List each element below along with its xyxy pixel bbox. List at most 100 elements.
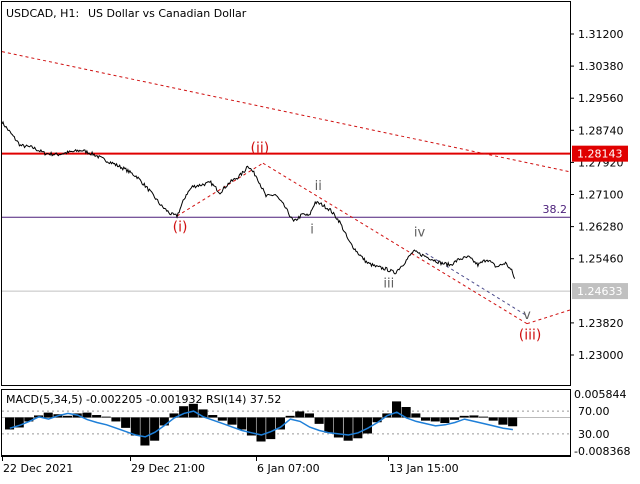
wave-label: v (523, 308, 531, 323)
level-labels: 1.28143 38.2 1.24633 (543, 145, 628, 300)
price-tick-label: 1.29560 (578, 92, 624, 105)
price-tick-label: 1.25460 (578, 253, 624, 266)
current-price-label-bg (572, 283, 628, 300)
resistance-label: 1.28143 (577, 148, 623, 161)
macd-bar (498, 417, 508, 425)
wave-label: i (310, 223, 314, 238)
macd-bar (159, 417, 169, 426)
macd-bar (121, 417, 131, 428)
macd-bar (246, 417, 256, 436)
macd-bar (169, 413, 179, 418)
price-tick-label: 1.28740 (578, 124, 624, 137)
macd-bar (285, 415, 295, 418)
macd-bar (266, 417, 276, 440)
symbol-description: US Dollar vs Canadian Dollar (88, 7, 247, 20)
macd-bar (130, 417, 140, 436)
macd-bar (256, 417, 266, 442)
macd-bar (217, 417, 227, 421)
current-price-label: 1.24633 (577, 285, 623, 298)
macd-bar (411, 413, 421, 418)
macd-bar (198, 409, 208, 418)
macd-bar (343, 417, 353, 441)
macd-bar (314, 417, 324, 424)
macd-bar (208, 415, 218, 418)
indicator-tick-label: 0.005844 (574, 388, 627, 401)
time-tick-label: 29 Dec 21:00 (131, 462, 205, 475)
macd-bar (63, 415, 73, 418)
wave-label: (i) (173, 220, 188, 236)
macd-bar (479, 416, 489, 418)
horizontal-levels (2, 152, 570, 292)
time-tick-label: 6 Jan 07:00 (257, 462, 320, 475)
macd-bar (179, 406, 189, 418)
macd-bar (469, 415, 479, 418)
macd-bar (14, 417, 24, 428)
macd-bar (111, 417, 121, 422)
main-plot-frame (1, 1, 571, 386)
price-axis: 1.312001.303801.295601.287401.279201.271… (570, 28, 624, 362)
macd-bar (140, 417, 150, 446)
indicator-title: MACD(5,34,5) -0.002205 -0.001932 RSI(14)… (6, 393, 281, 406)
wave-1-2-line[interactable] (176, 162, 264, 217)
macd-bar (5, 417, 15, 430)
macd-bar (333, 417, 343, 438)
macd-bar (401, 407, 411, 418)
macd-bar (237, 417, 247, 430)
macd-bar (101, 416, 111, 418)
macd-bar (372, 417, 382, 423)
macd-bar (227, 417, 237, 425)
macd-bar (275, 417, 285, 430)
macd-bar (459, 415, 469, 418)
price-tick-label: 1.31200 (578, 28, 624, 41)
price-series (1, 120, 516, 279)
macd-bar (82, 412, 92, 418)
macd-bar (440, 417, 450, 424)
macd-bar (353, 417, 363, 439)
macd-bar (508, 417, 518, 427)
price-line (1, 120, 516, 279)
macd-bar (430, 417, 440, 422)
resistance-label-bg (572, 145, 628, 162)
indicator-axis: 0.005844 70.00 30.00 -0.008368 (574, 388, 630, 458)
wave-3-projection-line[interactable] (526, 309, 571, 325)
price-tick-label: 1.26280 (578, 221, 624, 234)
indicator-plot-frame (1, 389, 571, 456)
long-trend-line[interactable] (1, 51, 571, 173)
macd-bar (43, 412, 53, 418)
time-tick-label: 22 Dec 2021 (3, 462, 73, 475)
macd-bar (304, 413, 314, 418)
macd-bar (421, 417, 431, 421)
indicator-tick-label: 30.00 (578, 428, 610, 441)
wave-label: (ii) (251, 141, 270, 157)
macd-bar (92, 415, 102, 418)
macd-bar (392, 401, 402, 418)
price-tick-label: 1.23000 (578, 349, 624, 362)
indicator-tick-label: 70.00 (578, 405, 610, 418)
macd-bar (450, 417, 460, 420)
wave-label: (iii) (519, 327, 542, 343)
macd-bar (295, 411, 305, 418)
rsi-line (9, 410, 514, 438)
wave-label: ii (315, 179, 322, 194)
fib-38-label: 38.2 (543, 203, 568, 216)
time-tick-label: 13 Jan 15:00 (389, 462, 459, 475)
time-axis: 22 Dec 2021 29 Dec 21:00 6 Jan 07:00 13 Jan… (2, 456, 459, 475)
macd-bar (362, 417, 372, 434)
price-tick-label: 1.27100 (578, 189, 624, 202)
wave-label: iv (414, 225, 426, 240)
macd-histogram (5, 401, 518, 446)
indicator-tick-label: -0.008368 (574, 445, 630, 458)
price-tick-label: 1.30380 (578, 60, 624, 73)
macd-bar (488, 417, 498, 421)
macd-bar (324, 417, 334, 433)
macd-bar (24, 417, 34, 422)
price-tick-label: 1.23820 (578, 317, 624, 330)
symbol-timeframe: USDCAD, H1: (6, 7, 79, 20)
rsi-series (9, 410, 514, 438)
wave-label: iii (383, 277, 394, 292)
macd-bar (150, 417, 160, 441)
